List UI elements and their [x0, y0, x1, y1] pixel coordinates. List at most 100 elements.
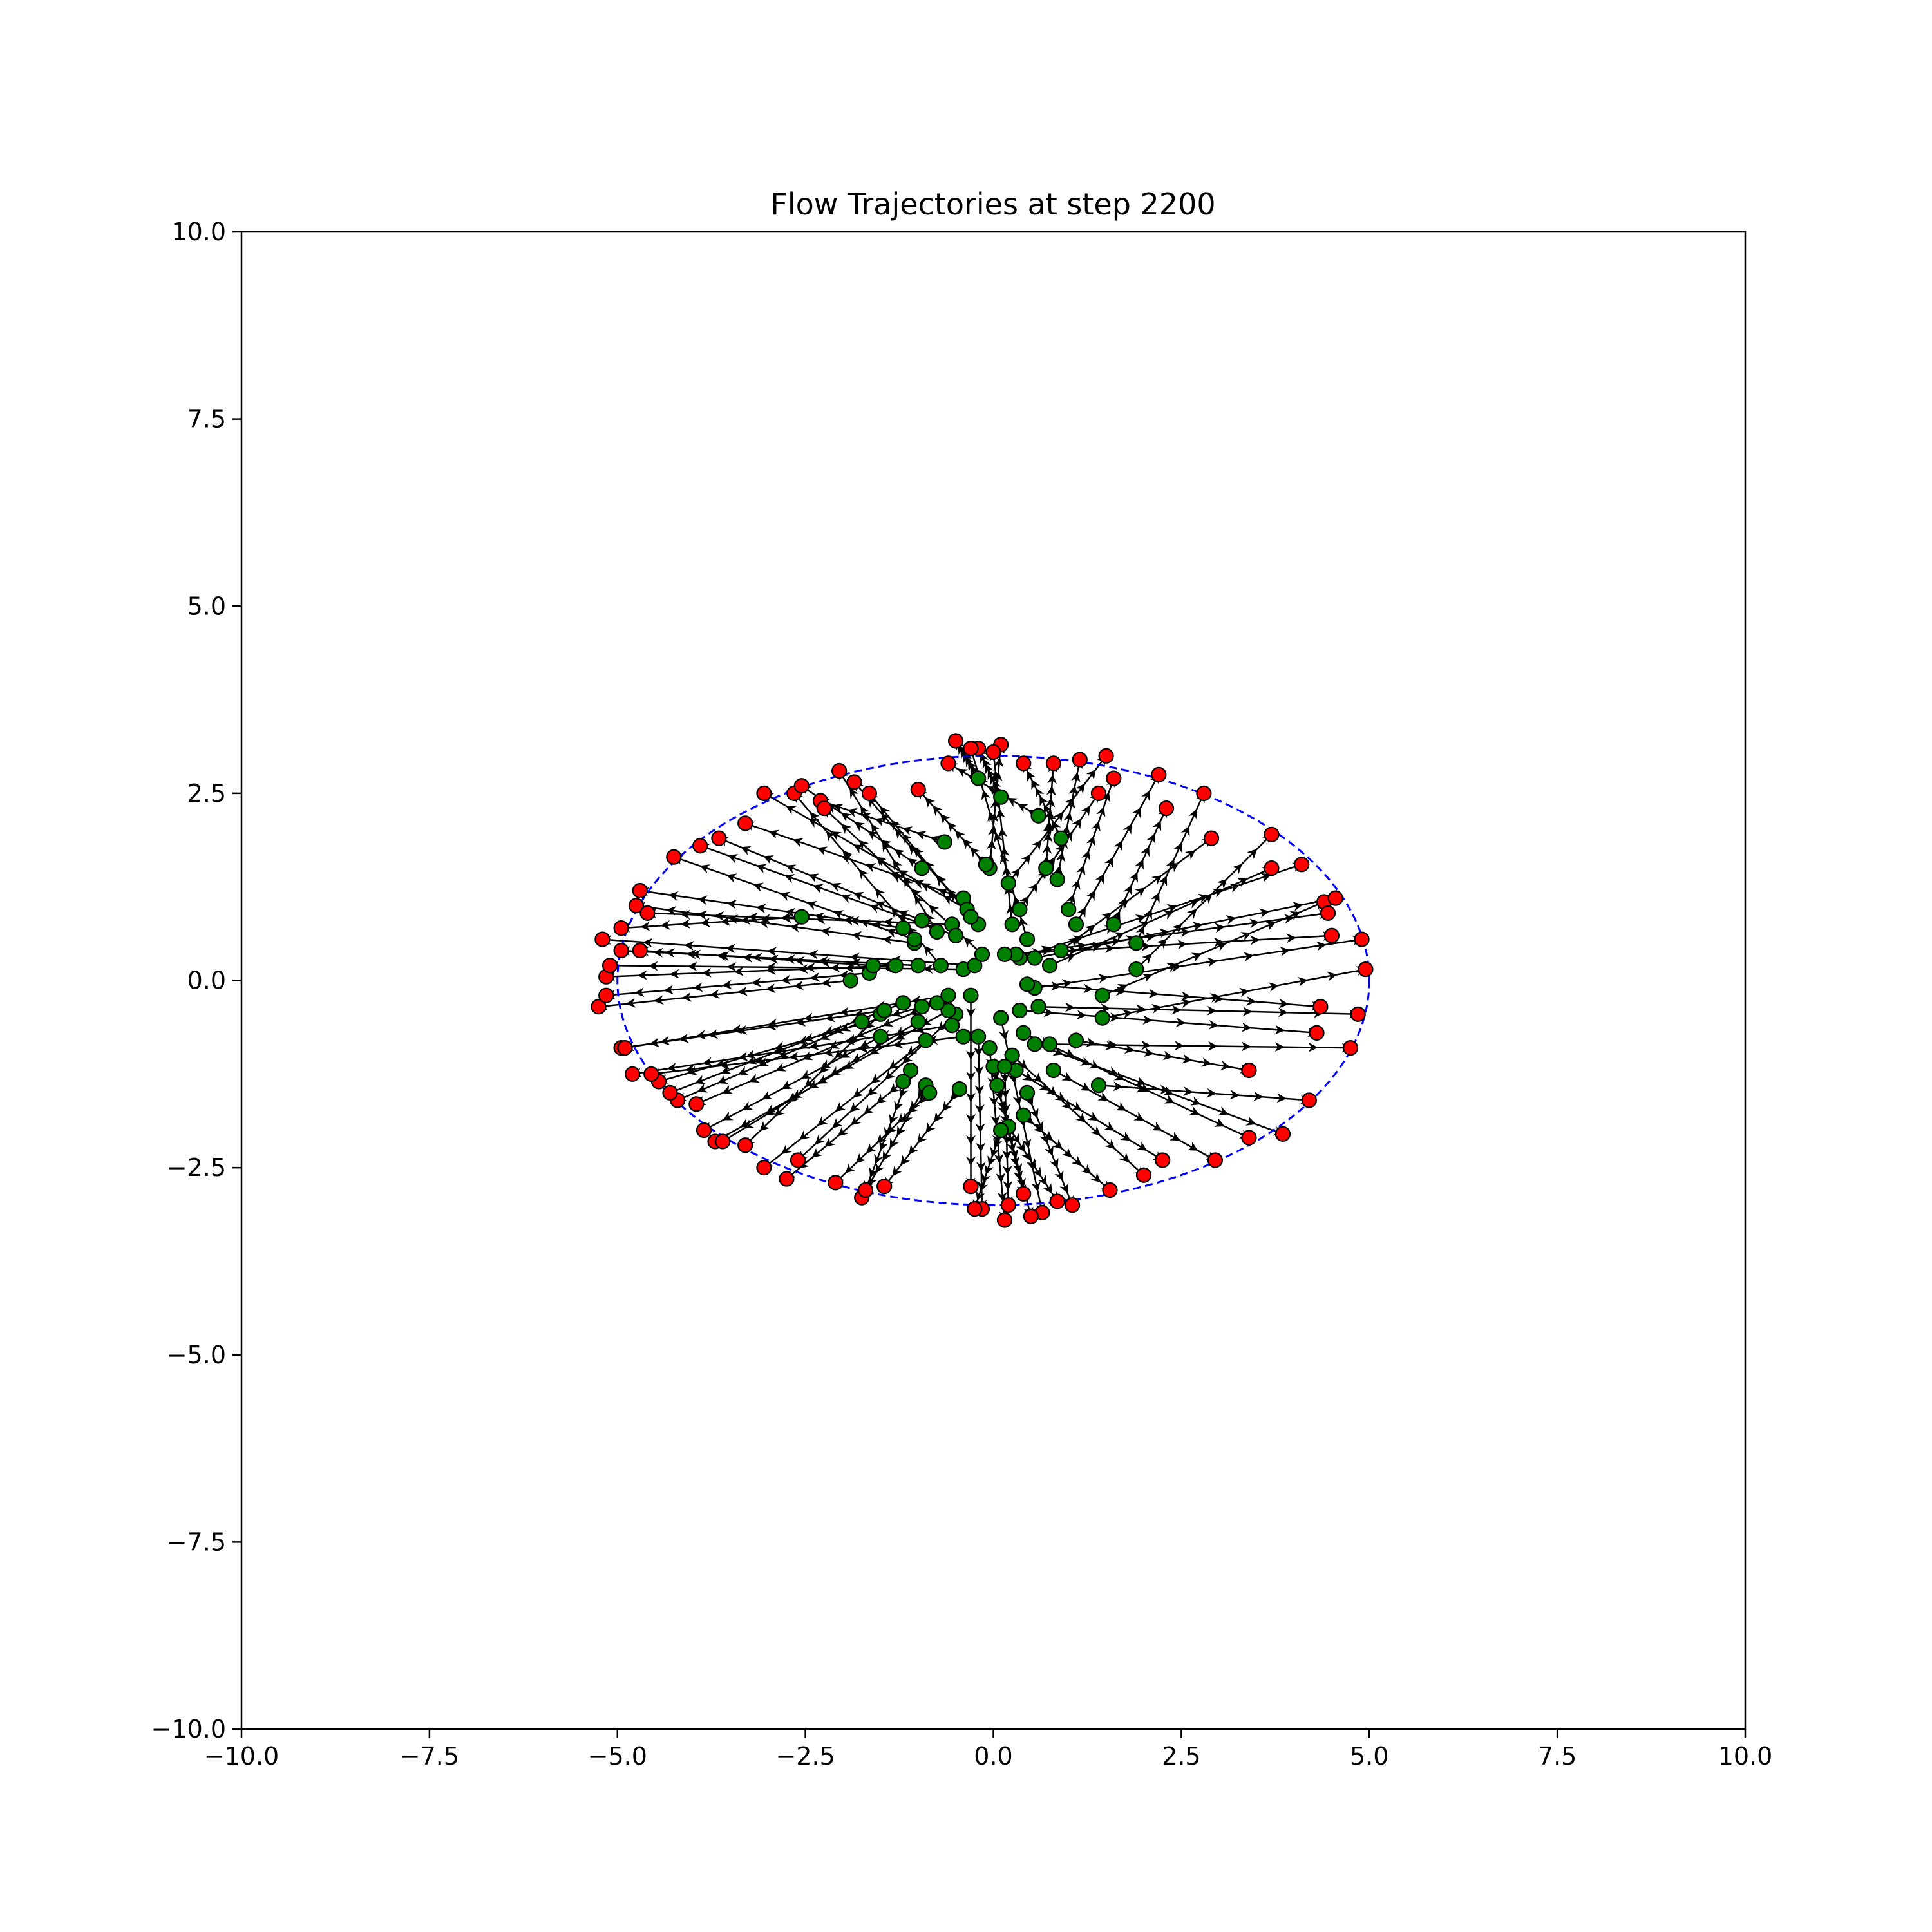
start-point-77	[948, 927, 964, 943]
end-point-7	[1072, 752, 1088, 768]
end-point-1	[948, 733, 964, 749]
end-point-53	[737, 1137, 753, 1153]
start-point-24	[1019, 976, 1036, 992]
end-point-51	[779, 1171, 795, 1187]
end-point-26	[1309, 1025, 1325, 1041]
start-point-63	[876, 1002, 893, 1019]
start-point-51	[895, 1074, 911, 1090]
start-point-41	[981, 1040, 998, 1056]
start-point-82	[914, 860, 930, 876]
start-point-14	[1053, 942, 1069, 959]
y-tick-label: 10.0	[171, 218, 226, 246]
end-point-72	[613, 920, 629, 936]
y-tick-label: 5.0	[187, 592, 226, 620]
start-point-38	[993, 1010, 1009, 1026]
end-point-46	[876, 1179, 893, 1195]
end-point-56	[696, 1122, 712, 1139]
end-point-6	[1045, 755, 1062, 772]
end-point-87	[861, 785, 877, 801]
y-axis: −10.0 −7.5 −5.0 −2.5 0.0 2.5 5.0 7.5 10.0	[151, 218, 242, 1743]
start-point-52	[918, 1032, 934, 1048]
end-point-82	[793, 778, 810, 794]
end-point-76	[666, 849, 682, 865]
y-tick-label: 2.5	[187, 779, 226, 808]
start-point-4	[1030, 808, 1046, 824]
end-point-52	[756, 1160, 772, 1176]
end-point-39	[1023, 1208, 1039, 1224]
start-point-69	[910, 958, 926, 974]
start-point-29	[1090, 1077, 1107, 1094]
end-point-62	[624, 1066, 641, 1082]
end-point-40	[1016, 1186, 1032, 1202]
end-point-70	[632, 942, 648, 959]
trajectory-22	[1034, 936, 1363, 989]
start-point-65	[842, 972, 858, 989]
start-point-26	[1012, 1002, 1028, 1019]
end-point-48	[857, 1182, 874, 1198]
end-point-80	[756, 785, 772, 801]
start-point-1	[971, 770, 987, 786]
end-point-4	[940, 755, 956, 772]
end-point-64	[617, 1040, 633, 1056]
start-point-23	[1094, 1010, 1110, 1026]
x-tick-label: 2.5	[1162, 1742, 1200, 1770]
start-point-58	[854, 1014, 870, 1030]
start-point-83	[936, 834, 952, 850]
start-point-70	[865, 958, 881, 974]
end-point-90	[963, 741, 979, 757]
end-point-68	[601, 958, 618, 974]
end-point-49	[828, 1175, 844, 1191]
start-point-45	[963, 987, 979, 1003]
start-point-46	[951, 1081, 968, 1097]
start-point-88	[978, 857, 994, 873]
end-point-15	[1264, 826, 1280, 842]
start-point-32	[1045, 1062, 1062, 1079]
start-point-72	[793, 909, 810, 925]
end-point-29	[1301, 1092, 1317, 1108]
start-point-28	[1068, 1032, 1084, 1048]
trajectory-44	[972, 1129, 1006, 1210]
end-point-42	[1000, 1197, 1016, 1213]
start-point-13	[1128, 935, 1144, 951]
start-point-78	[914, 913, 930, 929]
start-point-35	[1016, 1107, 1032, 1123]
start-point-2	[993, 789, 1009, 805]
end-point-34	[1135, 1167, 1152, 1183]
x-axis: −10.0 −7.5 −5.0 −2.5 0.0 2.5 5.0 7.5 10.0	[204, 1729, 1772, 1770]
start-points-layer	[793, 770, 1144, 1139]
end-point-65	[591, 999, 607, 1015]
end-point-21	[1323, 927, 1340, 943]
end-point-86	[846, 774, 862, 790]
start-point-81	[933, 958, 949, 974]
end-point-33	[1155, 1152, 1171, 1168]
start-point-34	[1004, 1047, 1020, 1063]
start-point-55	[910, 1014, 926, 1030]
start-point-7	[1049, 871, 1065, 887]
x-tick-label: 5.0	[1350, 1742, 1388, 1770]
end-point-88	[910, 781, 926, 798]
end-point-12	[1158, 800, 1175, 817]
start-point-21	[996, 946, 1013, 962]
end-point-77	[692, 838, 708, 854]
start-point-43	[971, 1028, 987, 1045]
end-point-5	[1016, 755, 1032, 772]
end-point-36	[1064, 1197, 1081, 1213]
start-point-54	[940, 1002, 956, 1019]
x-tick-label: −7.5	[400, 1742, 459, 1770]
start-point-76	[906, 931, 923, 947]
start-point-56	[873, 1028, 889, 1045]
start-point-90	[1019, 931, 1036, 947]
start-point-85	[929, 923, 945, 940]
start-point-11	[1068, 916, 1084, 933]
y-tick-label: −5.0	[167, 1341, 226, 1369]
start-point-64	[940, 987, 956, 1003]
end-point-31	[1241, 1130, 1257, 1146]
start-point-71	[967, 958, 983, 974]
start-point-57	[929, 995, 945, 1011]
start-point-10	[1012, 901, 1028, 918]
start-point-8	[1000, 875, 1016, 891]
start-point-12	[1106, 916, 1122, 933]
start-point-31	[1016, 1025, 1032, 1041]
end-point-20	[1320, 905, 1336, 921]
x-tick-label: −2.5	[775, 1742, 835, 1770]
